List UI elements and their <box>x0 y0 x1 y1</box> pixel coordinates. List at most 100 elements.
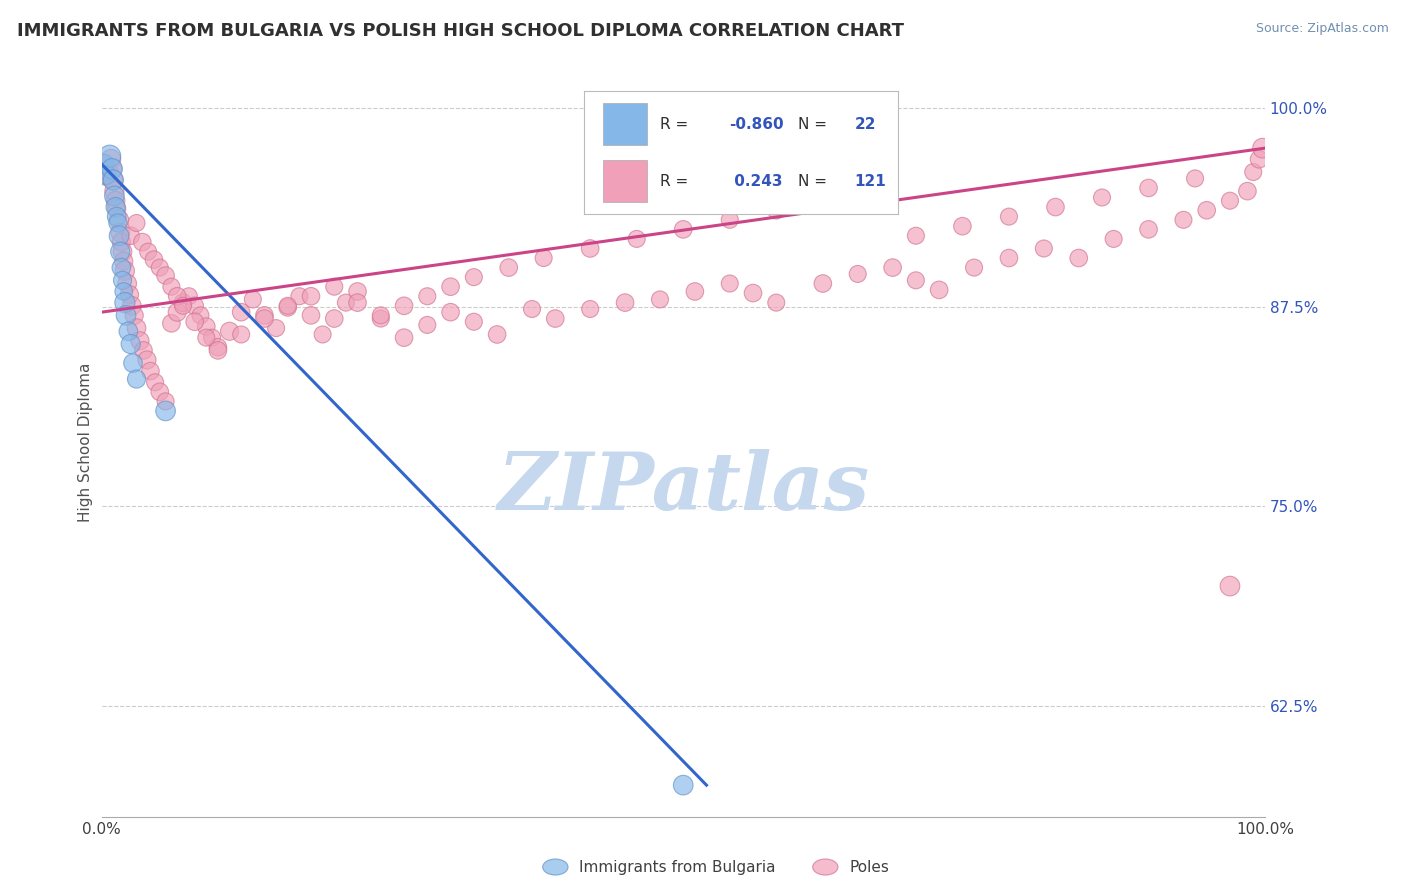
Point <box>100 153 122 167</box>
Point <box>253 311 276 326</box>
Point <box>963 260 986 275</box>
Point <box>96 168 118 182</box>
Point <box>183 315 205 329</box>
Point <box>1247 153 1270 167</box>
Point <box>299 309 322 323</box>
Point <box>811 194 834 208</box>
Point <box>121 299 143 313</box>
Point <box>904 228 927 243</box>
Point <box>498 260 520 275</box>
Point <box>439 279 461 293</box>
Point <box>103 173 125 187</box>
Point <box>115 309 138 323</box>
Point <box>952 219 974 234</box>
Point <box>346 295 368 310</box>
Point <box>998 210 1021 224</box>
Point <box>370 309 392 323</box>
Point <box>626 232 648 246</box>
Point <box>1241 165 1264 179</box>
Point <box>101 161 124 176</box>
Point <box>142 252 165 267</box>
Point <box>107 216 129 230</box>
Point <box>392 299 415 313</box>
Point <box>392 331 415 345</box>
Point <box>108 212 131 227</box>
Point <box>160 279 183 293</box>
Point <box>122 309 145 323</box>
Point <box>207 343 229 358</box>
Point <box>110 226 132 240</box>
Point <box>94 168 117 182</box>
Point <box>114 295 136 310</box>
Point <box>104 200 127 214</box>
Point <box>416 318 439 332</box>
Y-axis label: High School Diploma: High School Diploma <box>79 363 93 523</box>
Point <box>111 273 134 287</box>
Point <box>143 376 166 390</box>
Point <box>648 293 671 307</box>
Point <box>149 260 172 275</box>
Point <box>132 343 155 358</box>
Point <box>117 324 139 338</box>
Point <box>93 157 115 171</box>
Point <box>335 295 357 310</box>
Point <box>166 305 188 319</box>
Point <box>264 321 287 335</box>
Point <box>114 264 136 278</box>
Point <box>195 319 218 334</box>
Point <box>288 289 311 303</box>
Point <box>416 289 439 303</box>
Text: Immigrants from Bulgaria: Immigrants from Bulgaria <box>579 860 776 874</box>
Point <box>105 202 128 216</box>
Point <box>97 165 120 179</box>
Point <box>104 194 127 208</box>
Point <box>765 203 787 218</box>
Point <box>242 293 264 307</box>
Point <box>1251 141 1274 155</box>
Point <box>160 316 183 330</box>
Point <box>172 299 194 313</box>
Point <box>614 295 637 310</box>
Point <box>129 334 152 348</box>
Point <box>195 331 218 345</box>
Point <box>105 210 128 224</box>
Point <box>1173 212 1195 227</box>
Point <box>672 222 695 236</box>
Point <box>882 260 904 275</box>
Point <box>155 404 177 418</box>
Point <box>928 283 950 297</box>
Point <box>520 301 543 316</box>
Point <box>177 289 200 303</box>
Point <box>370 311 392 326</box>
Point <box>533 251 555 265</box>
Point <box>1045 200 1067 214</box>
Point <box>183 299 205 313</box>
Point <box>811 277 834 291</box>
Point <box>131 235 153 249</box>
Point <box>1219 194 1241 208</box>
Point <box>683 285 706 299</box>
Point <box>110 244 132 259</box>
Point <box>544 311 567 326</box>
Point <box>1067 251 1090 265</box>
Point <box>904 273 927 287</box>
Point <box>149 384 172 399</box>
Point <box>231 305 253 319</box>
Point <box>718 277 741 291</box>
Point <box>323 279 346 293</box>
Point <box>103 184 125 198</box>
Point <box>136 244 159 259</box>
Point <box>323 311 346 326</box>
Point <box>1137 181 1160 195</box>
Point <box>1137 222 1160 236</box>
Point <box>118 287 141 301</box>
Point <box>858 184 880 198</box>
Point <box>463 270 485 285</box>
Point <box>103 173 125 187</box>
Point <box>112 285 135 299</box>
Point <box>253 309 276 323</box>
Point <box>110 235 132 249</box>
Point <box>120 228 142 243</box>
Point <box>190 309 212 323</box>
Text: ZIPatlas: ZIPatlas <box>498 449 869 526</box>
